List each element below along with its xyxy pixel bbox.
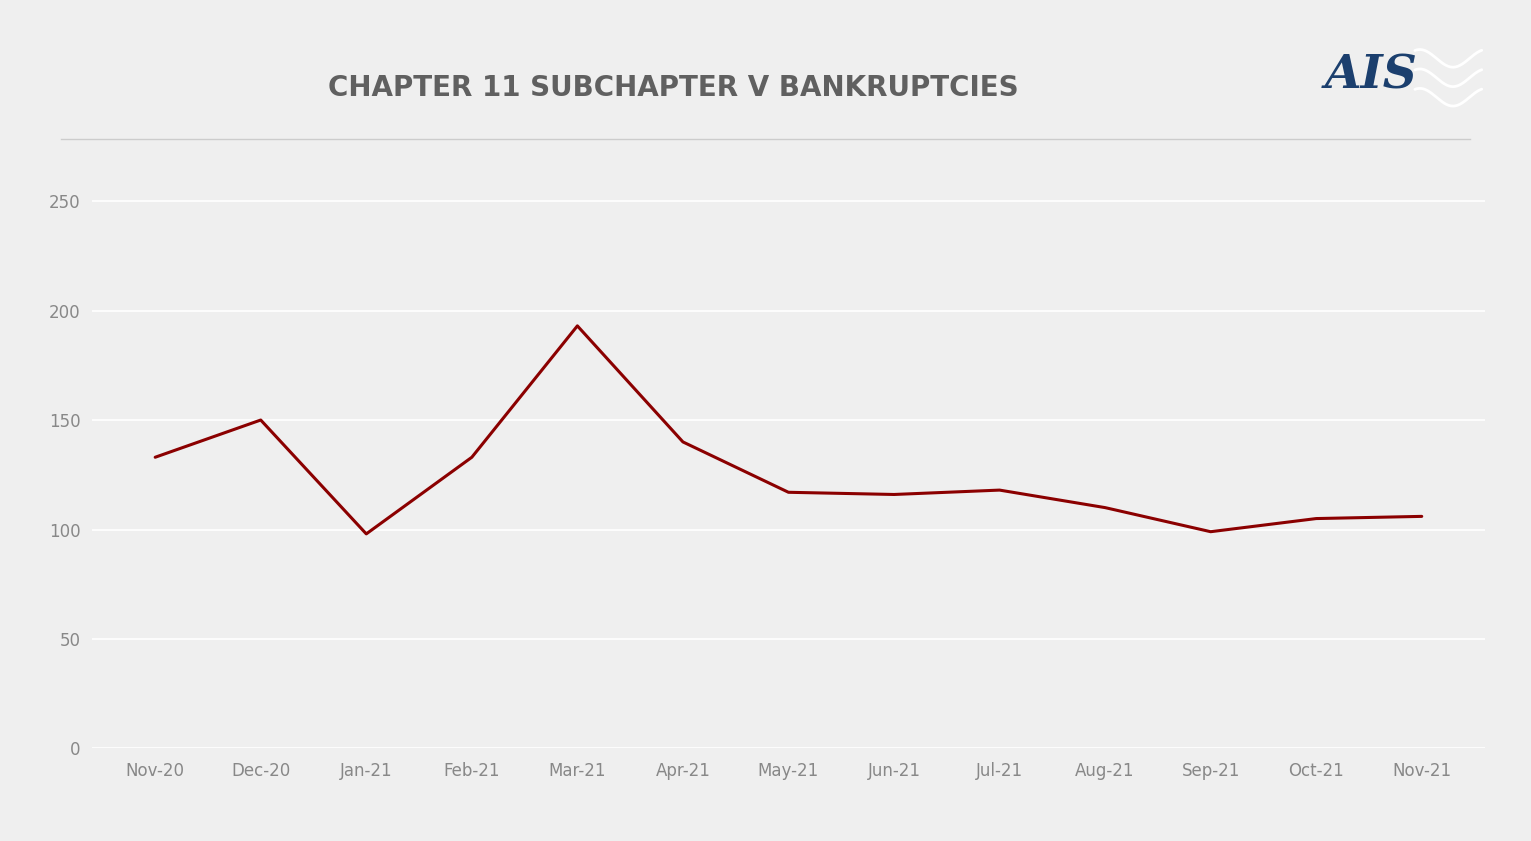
Text: CHAPTER 11 SUBCHAPTER V BANKRUPTCIES: CHAPTER 11 SUBCHAPTER V BANKRUPTCIES — [328, 74, 1020, 103]
Text: AIS: AIS — [1324, 53, 1418, 98]
